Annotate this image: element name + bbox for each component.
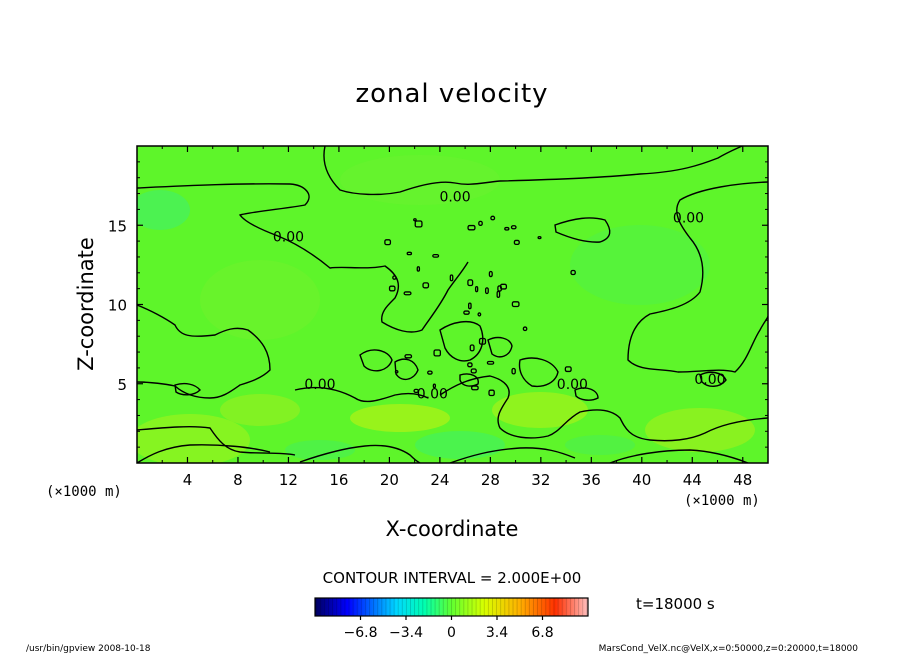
footer-right: MarsCond_VelX.nc@VelX,x=0:50000,z=0:2000… xyxy=(599,644,859,654)
contour-island xyxy=(467,302,472,310)
x-axis-label: X-coordinate xyxy=(386,517,519,541)
contour-label: 0.00 xyxy=(673,210,704,226)
footer-left: /usr/bin/gpview 2008-10-18 xyxy=(26,644,151,654)
x-tick-label: 44 xyxy=(683,471,702,489)
contour-island xyxy=(486,360,495,365)
contour-island xyxy=(406,251,413,256)
y-tick-label: 15 xyxy=(108,217,127,235)
contour-island xyxy=(414,220,423,228)
contour-island xyxy=(537,235,542,240)
colorbar-tick-label: −3.4 xyxy=(389,625,423,641)
x-unit-right: (×1000 m) xyxy=(684,493,760,509)
contour-island xyxy=(384,239,392,246)
x-unit-left: (×1000 m) xyxy=(46,484,122,500)
contour-interval-label: CONTOUR INTERVAL = 2.000E+00 xyxy=(323,569,582,587)
y-axis-label: Z-coordinate xyxy=(74,237,98,371)
chart-title: zonal velocity xyxy=(355,79,548,109)
contour-island xyxy=(470,368,477,374)
plot-area: 0.00 0.00 0.00 0.00 0.00 0.00 0.00 xyxy=(136,145,769,464)
x-tick-label: 24 xyxy=(430,471,449,489)
contour-label: 0.00 xyxy=(417,386,448,402)
contour-island xyxy=(432,253,440,258)
contour-island xyxy=(394,369,399,374)
colorbar-ticks: −6.8 −3.4 0 3.4 6.8 xyxy=(344,616,554,641)
contour-island xyxy=(469,344,475,352)
y-tick-label: 5 xyxy=(117,376,127,394)
contour-island xyxy=(427,370,433,375)
y-axis-ticks: 5 10 15 xyxy=(108,161,768,448)
contour-island xyxy=(388,285,396,292)
contour-island xyxy=(467,224,476,231)
colorbar-tick-label: 6.8 xyxy=(531,625,553,641)
contour-island xyxy=(413,218,417,222)
contour-island xyxy=(477,312,482,317)
contour-island xyxy=(499,283,508,290)
contour-island xyxy=(422,282,430,289)
contour-island xyxy=(513,239,520,246)
contour-island xyxy=(432,383,437,389)
contour-island xyxy=(392,275,397,280)
contour-label: 0.00 xyxy=(557,377,588,393)
contour-island xyxy=(490,215,496,221)
contour-label: 0.00 xyxy=(304,377,335,393)
x-tick-label: 20 xyxy=(380,471,399,489)
x-axis-ticks: 4 8 12 16 20 24 28 32 36 40 44 48 xyxy=(161,146,752,489)
heatmap-shading xyxy=(137,155,755,463)
x-tick-label: 4 xyxy=(183,471,193,489)
contour-island xyxy=(504,226,510,231)
contour-label: 0.00 xyxy=(439,190,470,206)
contour-island xyxy=(488,389,495,397)
contour-island xyxy=(404,354,413,359)
x-tick-label: 36 xyxy=(582,471,601,489)
x-tick-label: 8 xyxy=(233,471,243,489)
contour-lines xyxy=(137,146,768,463)
contour-label: 0.00 xyxy=(694,372,725,388)
contour-island xyxy=(511,367,516,375)
contour-island xyxy=(478,337,487,345)
contour-island xyxy=(433,349,442,357)
colorbar-tick-label: 3.4 xyxy=(486,625,508,641)
contour-island xyxy=(510,225,517,230)
contour-labels: 0.00 0.00 0.00 0.00 0.00 0.00 0.00 xyxy=(273,190,726,403)
contour-island xyxy=(478,220,483,226)
y-tick-label: 10 xyxy=(108,297,127,315)
colorbar-tick-label: 0 xyxy=(447,625,456,641)
contour-label: 0.00 xyxy=(273,229,304,245)
contour-speckles xyxy=(384,215,576,397)
x-tick-label: 48 xyxy=(733,471,752,489)
contour-island xyxy=(467,362,473,368)
contour-island xyxy=(522,326,528,332)
contour-island xyxy=(484,287,489,295)
contour-island xyxy=(403,291,412,296)
contour-island xyxy=(564,366,572,373)
contour-island xyxy=(471,385,479,391)
contour-island xyxy=(416,266,421,272)
contour-island xyxy=(511,301,520,308)
colorbar: −6.8 −3.4 0 3.4 6.8 xyxy=(314,597,589,641)
x-tick-label: 12 xyxy=(279,471,298,489)
contour-island xyxy=(449,274,454,282)
contour-island xyxy=(463,310,470,315)
contour-island xyxy=(413,388,419,393)
x-tick-label: 28 xyxy=(481,471,500,489)
colorbar-tick-label: −6.8 xyxy=(344,625,378,641)
x-tick-label: 16 xyxy=(329,471,348,489)
contour-island xyxy=(496,290,501,299)
x-tick-label: 32 xyxy=(531,471,550,489)
x-tick-label: 40 xyxy=(632,471,651,489)
contour-island xyxy=(570,269,576,276)
time-label: t=18000 s xyxy=(636,595,715,613)
contour-island xyxy=(474,285,479,293)
contour-island xyxy=(467,279,474,287)
contour-island xyxy=(488,270,493,278)
